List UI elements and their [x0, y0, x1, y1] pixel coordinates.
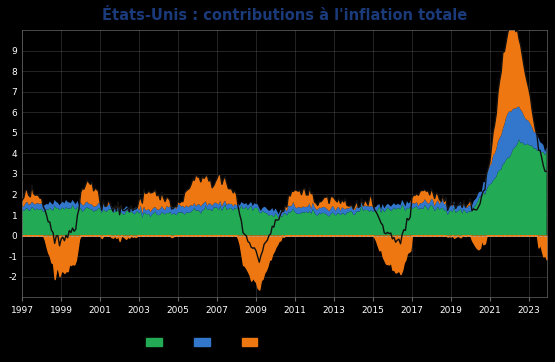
Legend: , , : , ,	[143, 333, 269, 351]
Title: États-Unis : contributions à l'inflation totale: États-Unis : contributions à l'inflation…	[102, 8, 467, 23]
